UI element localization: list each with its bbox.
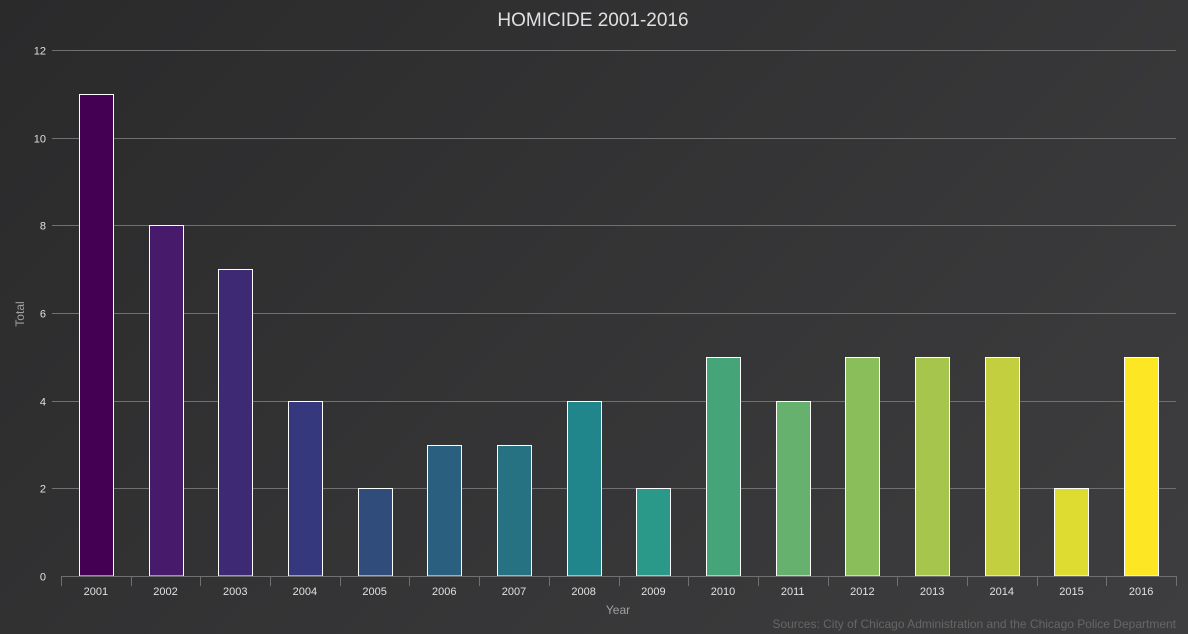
bar-2007[interactable] (497, 445, 532, 577)
y-axis-ticks: 0 2 4 6 8 10 12 (34, 46, 46, 584)
bar-2005[interactable] (358, 488, 393, 577)
bar-2004[interactable] (288, 401, 323, 577)
x-tick-label: 2015 (1059, 586, 1083, 598)
bar-2015[interactable] (1054, 488, 1089, 577)
x-tick-label: 2001 (84, 586, 108, 598)
x-axis-title: Year (606, 603, 630, 617)
x-tick-label: 2008 (571, 586, 595, 598)
bar-2010[interactable] (706, 357, 741, 577)
x-tick-label: 2014 (990, 586, 1014, 598)
bar-2008[interactable] (567, 401, 602, 577)
x-axis: 2001 2002 2003 2004 2005 2006 2007 2008 2009 2010… (61, 576, 1177, 598)
x-tick-label: 2009 (641, 586, 665, 598)
bar-2013[interactable] (915, 357, 950, 577)
bar-2001[interactable] (79, 94, 114, 577)
bars (79, 94, 1159, 577)
bar-2012[interactable] (845, 357, 880, 577)
x-tick-label: 2007 (502, 586, 526, 598)
y-tick-label: 10 (34, 134, 46, 146)
bar-2009[interactable] (636, 488, 671, 577)
bar-2011[interactable] (776, 401, 811, 577)
y-tick-label: 0 (40, 572, 46, 584)
x-tick-label: 2006 (432, 586, 456, 598)
bar-2014[interactable] (985, 357, 1020, 577)
x-tick-label: 2004 (293, 586, 317, 598)
y-tick-label: 2 (40, 484, 46, 496)
x-tick-label: 2005 (362, 586, 386, 598)
y-tick-label: 12 (34, 46, 46, 58)
x-tick-label: 2002 (153, 586, 177, 598)
x-tick-label: 2016 (1129, 586, 1153, 598)
x-tick-label: 2003 (223, 586, 247, 598)
y-axis-title: Total (13, 301, 27, 326)
x-tick-label: 2012 (850, 586, 874, 598)
x-tick-label: 2011 (781, 586, 805, 598)
bar-2016[interactable] (1124, 357, 1159, 577)
x-tick-label: 2013 (920, 586, 944, 598)
x-tick-label: 2010 (711, 586, 735, 598)
y-tick-label: 4 (40, 397, 46, 409)
bar-2002[interactable] (149, 225, 184, 577)
y-tick-label: 8 (40, 221, 46, 233)
bar-2006[interactable] (427, 445, 462, 577)
chart-title: HOMICIDE 2001-2016 (497, 10, 688, 31)
y-tick-label: 6 (40, 309, 46, 321)
credits-link[interactable]: Sources: City of Chicago Administration … (772, 617, 1176, 631)
bar-2003[interactable] (218, 269, 253, 577)
